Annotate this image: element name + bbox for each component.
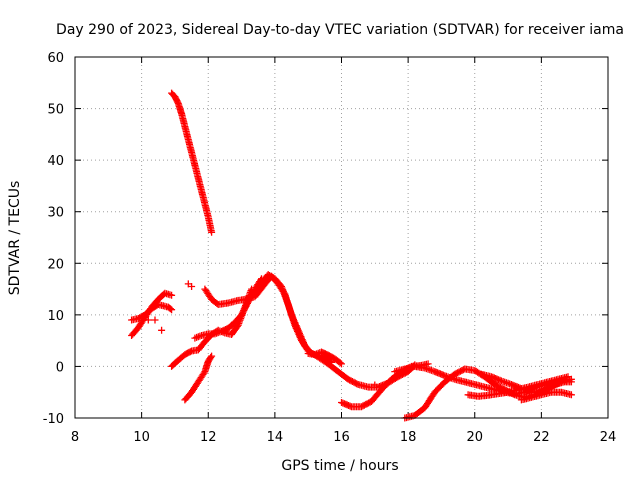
series-arc-1-steep-descent [168,89,216,236]
data-point [168,291,176,299]
y-tick-label: 50 [47,103,64,118]
data-point [294,329,302,337]
data-point [228,321,236,329]
y-tick-label: 60 [47,51,64,66]
y-tick-label: 0 [56,360,64,375]
data-point [167,305,174,313]
data-point [336,359,344,367]
isolated-points [144,280,379,389]
x-tick-label: 16 [333,430,350,445]
x-tick-label: 22 [533,430,550,445]
data-point [279,286,287,294]
x-tick-label: 18 [400,430,417,445]
data-point [292,324,300,332]
y-tick-label: -10 [43,412,64,427]
y-tick-label: 40 [47,154,64,169]
series-arc-2-low-start [128,289,176,339]
data-point [188,283,196,290]
data-point [371,381,379,389]
x-tick-label: 20 [466,430,483,445]
data-point [233,323,241,330]
data-point [144,316,152,324]
series-arc-3-low-start [128,301,176,324]
x-axis-label: GPS time / hours [281,458,398,474]
data-point [314,349,322,357]
grid [75,57,608,418]
data-point [200,369,208,377]
y-axis-label: SDTVAR / TECUs [7,181,23,296]
series-arc-8-descent-trough [244,271,419,391]
x-tick-label: 12 [200,430,217,445]
data-point [213,329,221,337]
data-point [292,323,299,331]
data-point [168,306,176,314]
data-point [324,354,332,362]
data-point [158,326,166,334]
data-point [194,333,202,341]
series-arc-6-plateau [191,275,265,342]
data-point [567,391,575,399]
data-point [296,332,303,340]
series-arc-15-tail [517,388,575,404]
x-tick-label: 8 [71,430,79,445]
x-tick-label: 10 [133,430,150,445]
data-point [296,334,304,341]
data-point [208,352,216,360]
data-point [353,380,361,388]
data-point [207,353,215,361]
y-tick-label: 20 [47,257,64,272]
series-arc-5-rise-late [181,352,216,404]
x-tick-label: 14 [267,430,284,445]
data-point [221,329,229,337]
x-tick-label: 24 [600,430,617,445]
data-point [294,327,301,335]
data-point [151,316,159,324]
data-point [567,375,575,383]
data-point [208,228,216,236]
data-points [128,89,575,422]
y-tick-label: 10 [47,309,64,324]
data-point [556,379,564,387]
data-point [338,360,345,368]
y-tick-label: 30 [47,206,64,221]
plot-frame [74,56,609,419]
chart-title: Day 290 of 2023, Sidereal Day-to-day VTE… [56,22,624,38]
data-point [186,348,194,356]
